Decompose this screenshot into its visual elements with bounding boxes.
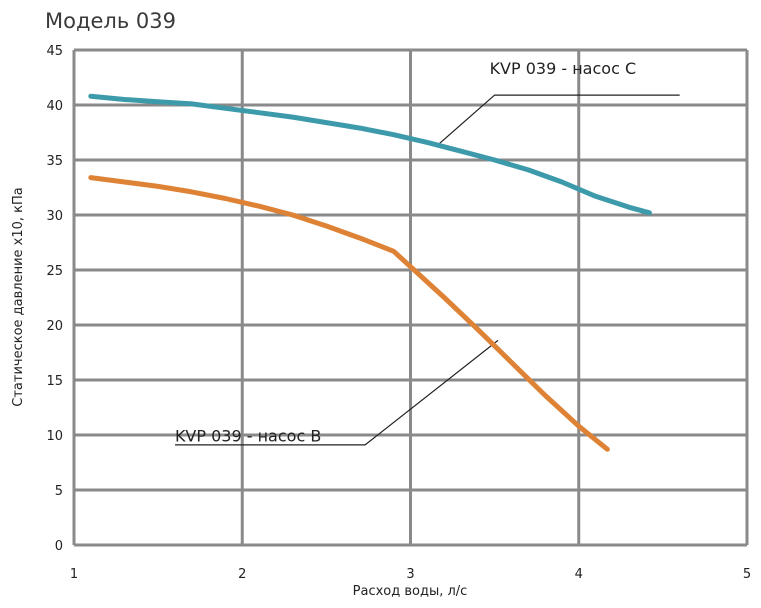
x-tick-labels: 1 2 3 4 5 (70, 567, 751, 582)
annotation-label-2: KVP 039 - насос B (175, 427, 321, 446)
y-tick-40: 40 (46, 99, 63, 114)
series-line-2 (88, 175, 610, 452)
y-tick-30: 30 (46, 209, 63, 224)
grid (72, 48, 749, 547)
x-axis-label: Расход воды, л/с (353, 584, 468, 599)
annotation-leaders (175, 94, 680, 446)
series-lines (88, 93, 652, 452)
x-tick-1: 1 (70, 567, 78, 582)
annotations: KVP 039 - насос C KVP 039 - насос B (175, 59, 636, 445)
y-tick-10: 10 (46, 429, 63, 444)
y-tick-45: 45 (46, 44, 63, 59)
x-tick-3: 3 (406, 567, 414, 582)
y-tick-20: 20 (46, 319, 63, 334)
x-tick-2: 2 (238, 567, 246, 582)
x-tick-5: 5 (743, 567, 751, 582)
y-tick-15: 15 (46, 374, 63, 389)
y-tick-0: 0 (55, 539, 63, 554)
annotation-leader-1 (435, 94, 680, 148)
chart-title: Модель 039 (45, 9, 176, 33)
y-tick-5: 5 (55, 484, 63, 499)
series-line-1 (88, 93, 652, 216)
y-tick-35: 35 (46, 154, 63, 169)
y-axis-label: Статическое давление x10, кПа (11, 187, 26, 407)
y-tick-25: 25 (46, 264, 63, 279)
x-tick-4: 4 (575, 567, 583, 582)
annotation-leader-2 (175, 339, 499, 446)
annotation-label-1: KVP 039 - насос C (490, 59, 637, 78)
y-tick-labels: 0 5 10 15 20 25 30 35 40 45 (46, 44, 63, 554)
